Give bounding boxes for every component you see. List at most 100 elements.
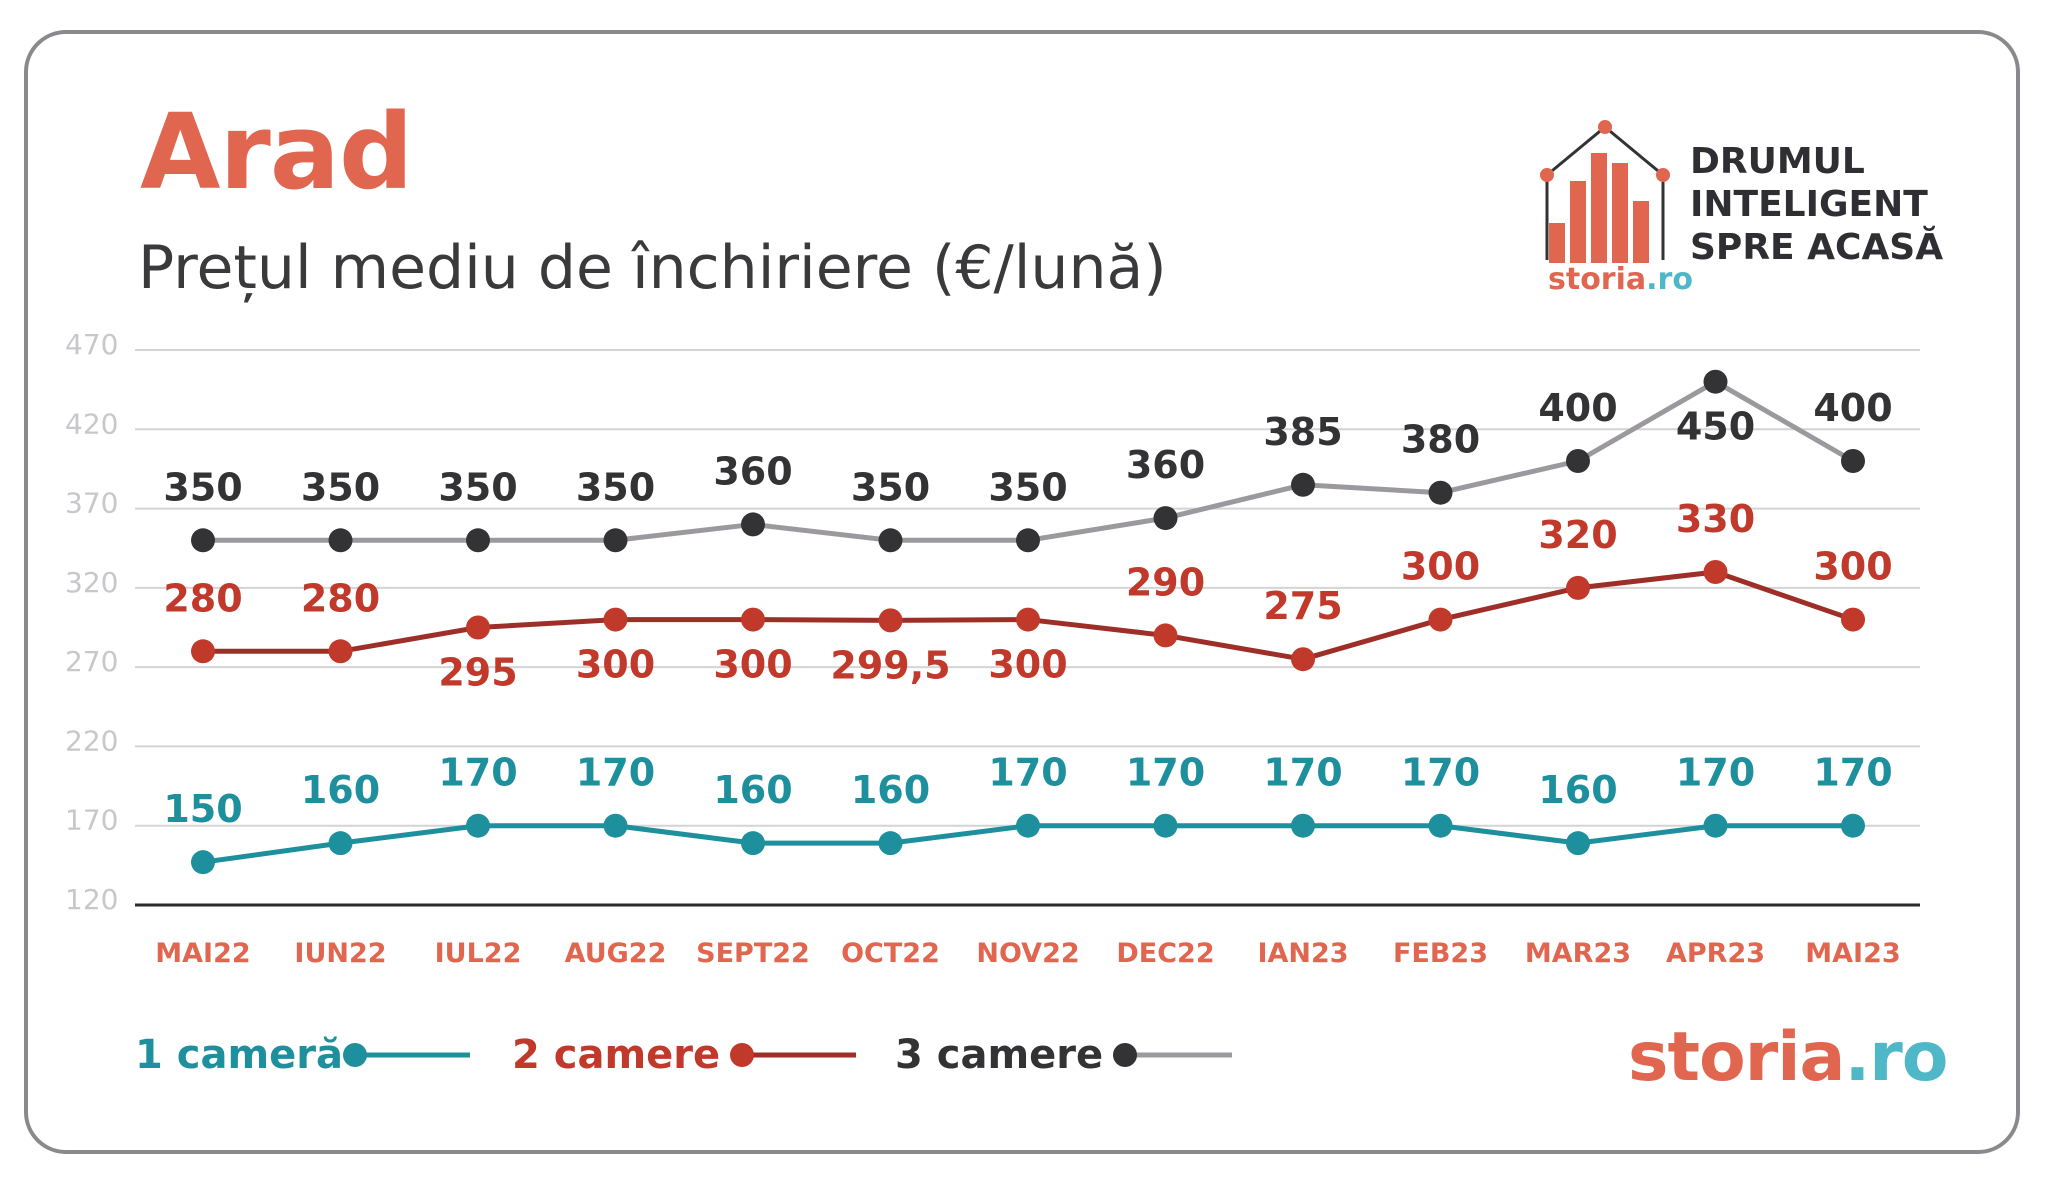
brand-main: storia (1628, 1018, 1845, 1097)
data-point (1703, 560, 1728, 584)
data-point (466, 528, 490, 553)
data-label: 170 (1401, 751, 1480, 795)
chart-subtitle: Prețul mediu de închiriere (€/lună) (138, 233, 1167, 303)
data-point (1566, 831, 1590, 856)
data-point (1703, 369, 1728, 394)
legend-label-1-camera: 1 cameră (135, 1032, 343, 1078)
data-point (1153, 813, 1178, 838)
y-tick-label: 320 (65, 566, 118, 599)
data-label: 385 (1263, 410, 1342, 454)
data-point (878, 528, 903, 553)
data-point (1428, 813, 1453, 838)
card-frame (24, 30, 2020, 1154)
data-label: 350 (851, 465, 930, 509)
y-tick-label: 120 (65, 883, 118, 916)
data-point (466, 813, 490, 838)
logo-brand-small: storia.ro (1548, 262, 1693, 297)
y-tick-label: 370 (65, 487, 118, 520)
data-label: 295 (438, 651, 517, 695)
data-label: 160 (1538, 768, 1617, 812)
data-label: 350 (438, 465, 517, 509)
data-point (1016, 528, 1040, 553)
data-point (741, 607, 765, 632)
data-label: 350 (576, 465, 655, 509)
legend-marker (730, 1043, 754, 1067)
x-tick-label: MAR23 (1525, 938, 1631, 969)
data-point (741, 512, 765, 537)
data-point (1153, 623, 1178, 648)
x-tick-label: SEPT22 (696, 938, 810, 969)
data-label: 299,5 (830, 643, 950, 687)
data-label: 170 (438, 751, 517, 795)
data-point (878, 608, 903, 633)
brand-suffix: .ro (1844, 1018, 1948, 1097)
data-label: 300 (1813, 545, 1892, 589)
x-tick-label: DEC22 (1116, 938, 1214, 969)
data-point (466, 615, 490, 640)
x-tick-label: MAI22 (155, 938, 250, 969)
data-label: 300 (1401, 545, 1480, 589)
data-point (1566, 449, 1590, 473)
data-label: 280 (301, 576, 380, 620)
logo-brand-suffix: .ro (1646, 262, 1693, 297)
house-bars-logo-icon (1540, 120, 1670, 263)
data-point (191, 639, 215, 664)
data-label: 350 (163, 465, 242, 509)
data-label: 290 (1126, 560, 1205, 604)
data-point (1428, 480, 1453, 505)
data-label: 360 (1126, 443, 1205, 487)
y-tick-label: 470 (65, 328, 118, 361)
y-tick-label: 170 (65, 804, 118, 837)
data-label: 170 (1676, 751, 1755, 795)
x-tick-label: AUG22 (565, 938, 667, 969)
data-label: 400 (1813, 386, 1892, 430)
x-tick-label: IUN22 (294, 938, 386, 969)
data-label: 280 (163, 576, 242, 620)
x-tick-label: MAI23 (1805, 938, 1900, 969)
logo-tagline: DRUMUL INTELIGENT SPRE ACASĂ (1690, 141, 1944, 268)
data-point (1291, 647, 1315, 672)
data-point (1703, 813, 1728, 838)
brand-logo: storia.ro (1628, 1018, 1949, 1097)
legend-marker (1113, 1043, 1137, 1067)
data-point (1566, 575, 1590, 600)
legend-markers (343, 1043, 1232, 1067)
data-label: 170 (576, 751, 655, 795)
data-point (1841, 449, 1865, 473)
data-label: 320 (1538, 513, 1617, 557)
data-point (328, 639, 353, 664)
x-tick-label: IUL22 (435, 938, 522, 969)
data-label: 300 (988, 643, 1067, 687)
x-tick-label: IAN23 (1257, 938, 1348, 969)
legend-label-3-camere: 3 camere (895, 1032, 1104, 1078)
data-label: 150 (163, 787, 242, 831)
data-point (191, 850, 215, 875)
data-label: 170 (988, 751, 1067, 795)
data-point (1841, 607, 1865, 632)
x-tick-label: APR23 (1666, 938, 1765, 969)
y-tick-label: 220 (65, 724, 118, 757)
data-point (1016, 607, 1040, 632)
data-point (741, 831, 765, 856)
data-point (603, 607, 628, 632)
data-label: 300 (713, 643, 792, 687)
page-title: Arad (140, 91, 413, 213)
data-point (1841, 813, 1865, 838)
data-point (1428, 607, 1453, 632)
legend-label-2-camere: 2 camere (512, 1032, 721, 1078)
data-point (603, 528, 628, 553)
x-tick-label: OCT22 (841, 938, 940, 969)
data-label: 400 (1538, 386, 1617, 430)
y-tick-label: 270 (65, 645, 118, 678)
logo-brand-main: storia (1548, 262, 1647, 297)
data-label: 300 (576, 643, 655, 687)
data-label: 170 (1813, 751, 1892, 795)
data-label: 350 (301, 465, 380, 509)
data-label: 160 (851, 768, 930, 812)
logo (1535, 115, 1945, 305)
data-point (603, 813, 628, 838)
data-label: 275 (1263, 584, 1342, 628)
data-label: 350 (988, 465, 1067, 509)
data-point (191, 528, 215, 553)
